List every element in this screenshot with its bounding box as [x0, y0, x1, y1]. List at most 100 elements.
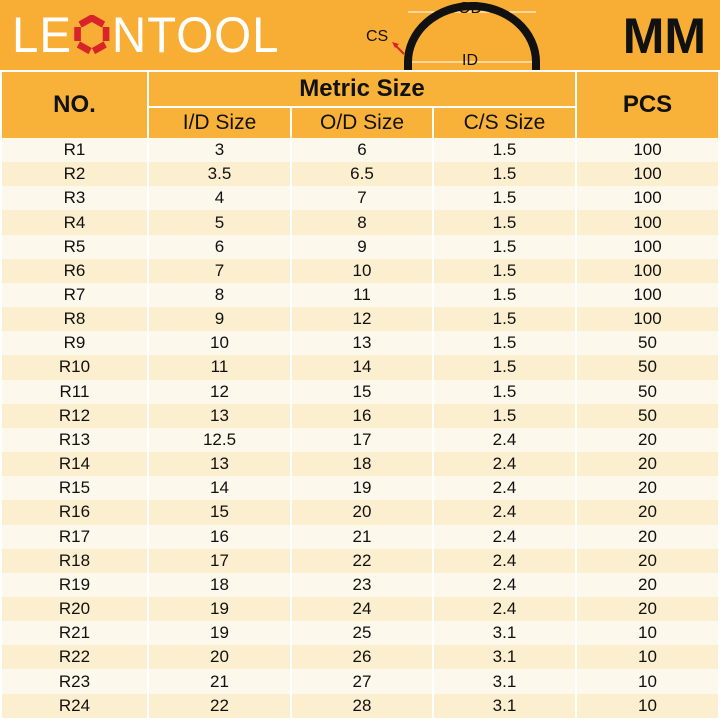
table-row: R23 21 27 3.1 10: [2, 669, 718, 694]
cell-id-size: 18: [149, 572, 290, 597]
cell-no: R15: [2, 476, 147, 501]
table-row: R21 19 25 3.1 10: [2, 621, 718, 646]
table-row: R14 13 18 2.4 20: [2, 452, 718, 477]
cell-od-size: 28: [292, 693, 432, 718]
cell-no: R4: [2, 210, 147, 235]
cell-id-size: 11: [149, 355, 290, 380]
cell-id-size: 12.5: [149, 427, 290, 453]
cell-no: R10: [2, 355, 147, 380]
cell-pcs: 100: [577, 307, 718, 332]
cell-pcs: 100: [577, 162, 718, 187]
cell-cs-size: 1.5: [434, 331, 575, 356]
cell-id-size: 4: [149, 186, 290, 211]
cell-no: R18: [2, 548, 147, 573]
cell-cs-size: 2.4: [434, 524, 575, 549]
cell-pcs: 100: [577, 138, 718, 163]
cell-id-size: 22: [149, 693, 290, 718]
cell-od-size: 21: [292, 524, 432, 549]
cell-no: R12: [2, 403, 147, 428]
cell-pcs: 20: [577, 500, 718, 525]
table-row: R3 4 7 1.5 100: [2, 186, 718, 211]
cell-pcs: 10: [577, 693, 718, 718]
cell-pcs: 100: [577, 258, 718, 283]
cell-no: R14: [2, 452, 147, 477]
cell-id-size: 13: [149, 452, 290, 477]
cell-id-size: 19: [149, 596, 290, 622]
cell-od-size: 20: [292, 500, 432, 525]
cell-od-size: 12: [292, 307, 432, 332]
cell-cs-size: 2.4: [434, 500, 575, 525]
cell-id-size: 15: [149, 500, 290, 525]
table-row: R22 20 26 3.1 10: [2, 645, 718, 670]
od-label: OD: [458, 0, 482, 17]
table-row: R18 17 22 2.4 20: [2, 548, 718, 573]
cell-id-size: 12: [149, 379, 290, 404]
cell-no: R22: [2, 645, 147, 670]
cell-id-size: 8: [149, 282, 290, 308]
cell-cs-size: 2.4: [434, 572, 575, 597]
cell-cs-size: 1.5: [434, 210, 575, 235]
cell-cs-size: 3.1: [434, 645, 575, 670]
cell-no: R21: [2, 621, 147, 646]
cell-cs-size: 3.1: [434, 669, 575, 694]
cell-id-size: 3: [149, 138, 290, 163]
cell-no: R20: [2, 596, 147, 622]
table-row: R17 16 21 2.4 20: [2, 524, 718, 549]
cell-pcs: 20: [577, 427, 718, 453]
cell-od-size: 15: [292, 379, 432, 404]
cell-no: R5: [2, 234, 147, 259]
cell-no: R9: [2, 331, 147, 356]
cell-no: R16: [2, 500, 147, 525]
oring-cross-section-icon: [392, 2, 540, 70]
cell-pcs: 50: [577, 403, 718, 428]
header-cs-size: C/S Size: [434, 106, 575, 138]
cell-od-size: 7: [292, 186, 432, 211]
header-metric-size: Metric Size: [149, 72, 575, 106]
cell-od-size: 17: [292, 427, 432, 453]
table-row: R11 12 15 1.5 50: [2, 379, 718, 404]
cell-no: R6: [2, 258, 147, 283]
cell-cs-size: 2.4: [434, 476, 575, 501]
cell-pcs: 20: [577, 572, 718, 597]
cell-id-size: 14: [149, 476, 290, 501]
cell-od-size: 18: [292, 452, 432, 477]
cell-id-size: 13: [149, 403, 290, 428]
cell-pcs: 20: [577, 548, 718, 573]
cell-id-size: 3.5: [149, 162, 290, 187]
cs-label: CS: [366, 28, 389, 45]
cell-cs-size: 1.5: [434, 234, 575, 259]
cell-pcs: 100: [577, 186, 718, 211]
cell-cs-size: 2.4: [434, 548, 575, 573]
cell-pcs: 20: [577, 452, 718, 477]
cell-cs-size: 2.4: [434, 427, 575, 453]
brand-header: LE NTOOL OD ID CS MM: [0, 0, 720, 70]
table-row: R13 12.5 17 2.4 20: [2, 427, 718, 453]
cell-od-size: 26: [292, 645, 432, 670]
cell-cs-size: 1.5: [434, 258, 575, 283]
table-row: R10 11 14 1.5 50: [2, 355, 718, 380]
cell-pcs: 50: [577, 355, 718, 380]
header-no: NO.: [2, 72, 147, 138]
cell-cs-size: 1.5: [434, 307, 575, 332]
cell-pcs: 100: [577, 234, 718, 259]
cell-pcs: 20: [577, 596, 718, 622]
cell-cs-size: 1.5: [434, 379, 575, 404]
cell-id-size: 6: [149, 234, 290, 259]
table-row: R6 7 10 1.5 100: [2, 258, 718, 283]
cell-id-size: 9: [149, 307, 290, 332]
table-row: R7 8 11 1.5 100: [2, 282, 718, 308]
cell-no: R23: [2, 669, 147, 694]
cell-od-size: 10: [292, 258, 432, 283]
cell-pcs: 50: [577, 331, 718, 356]
cell-no: R2: [2, 162, 147, 187]
cell-od-size: 23: [292, 572, 432, 597]
cell-od-size: 19: [292, 476, 432, 501]
cell-id-size: 7: [149, 258, 290, 283]
cell-cs-size: 1.5: [434, 403, 575, 428]
cell-od-size: 24: [292, 596, 432, 622]
table-row: R15 14 19 2.4 20: [2, 476, 718, 501]
cell-no: R19: [2, 572, 147, 597]
cell-no: R11: [2, 379, 147, 404]
table-row: R1 3 6 1.5 100: [2, 138, 718, 163]
cell-od-size: 6.5: [292, 162, 432, 187]
